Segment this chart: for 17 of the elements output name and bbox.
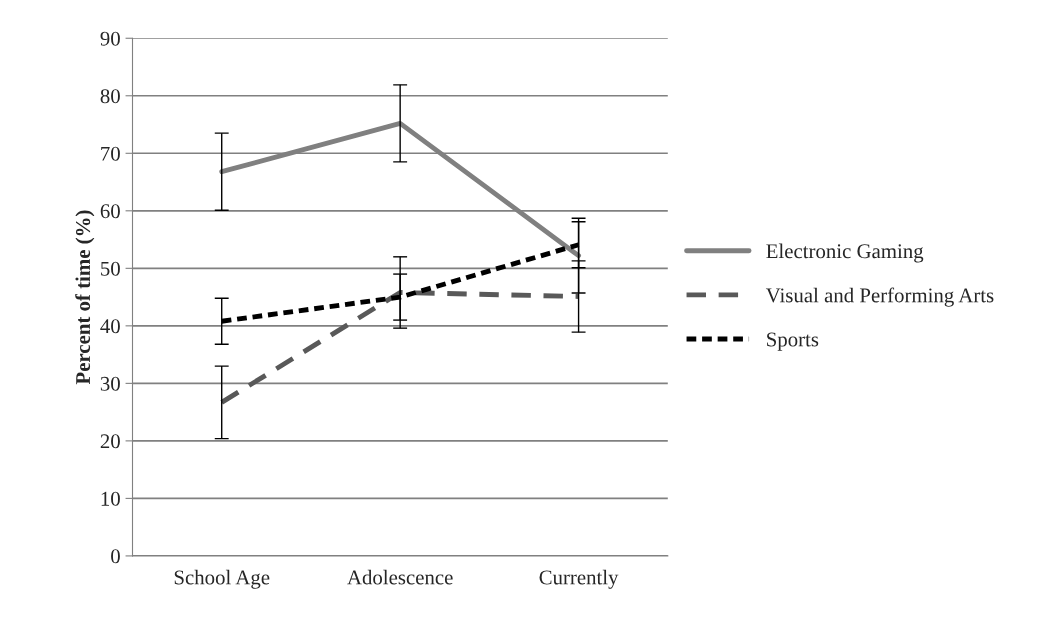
x-tick-label: School Age xyxy=(174,569,270,589)
y-tick-label: 50 xyxy=(101,261,120,276)
legend-label: Sports xyxy=(767,332,819,351)
y-tick-label: 30 xyxy=(100,376,120,391)
x-tick-label: Currently xyxy=(539,569,619,589)
y-tick-label: 0 xyxy=(111,549,120,564)
y-tick-label: 10 xyxy=(101,491,120,506)
legend-label: Electronic Gaming xyxy=(766,243,924,263)
y-axis-title: Percent of time (%) xyxy=(75,210,95,385)
y-tick-label: 90 xyxy=(100,31,120,46)
y-tick-label: 40 xyxy=(100,319,120,334)
y-tick-label: 20 xyxy=(100,434,120,449)
y-tick-label: 70 xyxy=(101,146,120,161)
y-tick-label: 60 xyxy=(100,204,120,219)
y-tick-label: 80 xyxy=(100,89,120,104)
x-tick-label: Adolescence xyxy=(347,569,453,585)
legend-label: Visual and Performing Arts xyxy=(765,287,994,307)
